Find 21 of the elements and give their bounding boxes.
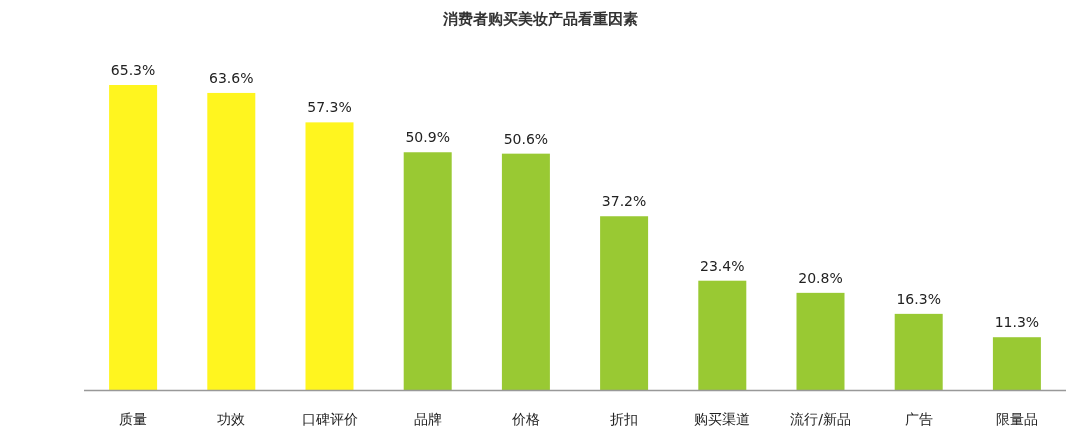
x-tick-label: 购买渠道 [694,411,751,427]
x-tick-label: 广告 [904,411,933,427]
data-label: 16.3% [896,290,941,307]
data-label: 11.3% [994,314,1040,331]
data-label: 65.3% [110,62,156,78]
x-tick-label: 流行/新品 [790,411,851,427]
data-label: 63.6% [209,69,254,86]
title: 消费者购买美妆产品看重因素 [442,10,638,28]
x-tick-label: 价格 [510,411,540,427]
x-tick-label: 限量品 [995,411,1038,427]
data-label: 50.9% [405,129,450,146]
x-tick-label: 口碑评价 [301,411,358,427]
x-tick-label: 质量 [119,411,148,427]
data-label: 23.4% [700,257,745,274]
x-tick-label: 折扣 [610,411,639,427]
data-label: 57.3% [307,99,352,116]
data-label: 20.8% [798,269,843,286]
data-label: 50.6% [503,130,549,147]
x-tick-label: 品牌 [413,411,442,427]
x-tick-label: 功效 [217,411,246,427]
data-label: 37.2% [601,193,647,210]
